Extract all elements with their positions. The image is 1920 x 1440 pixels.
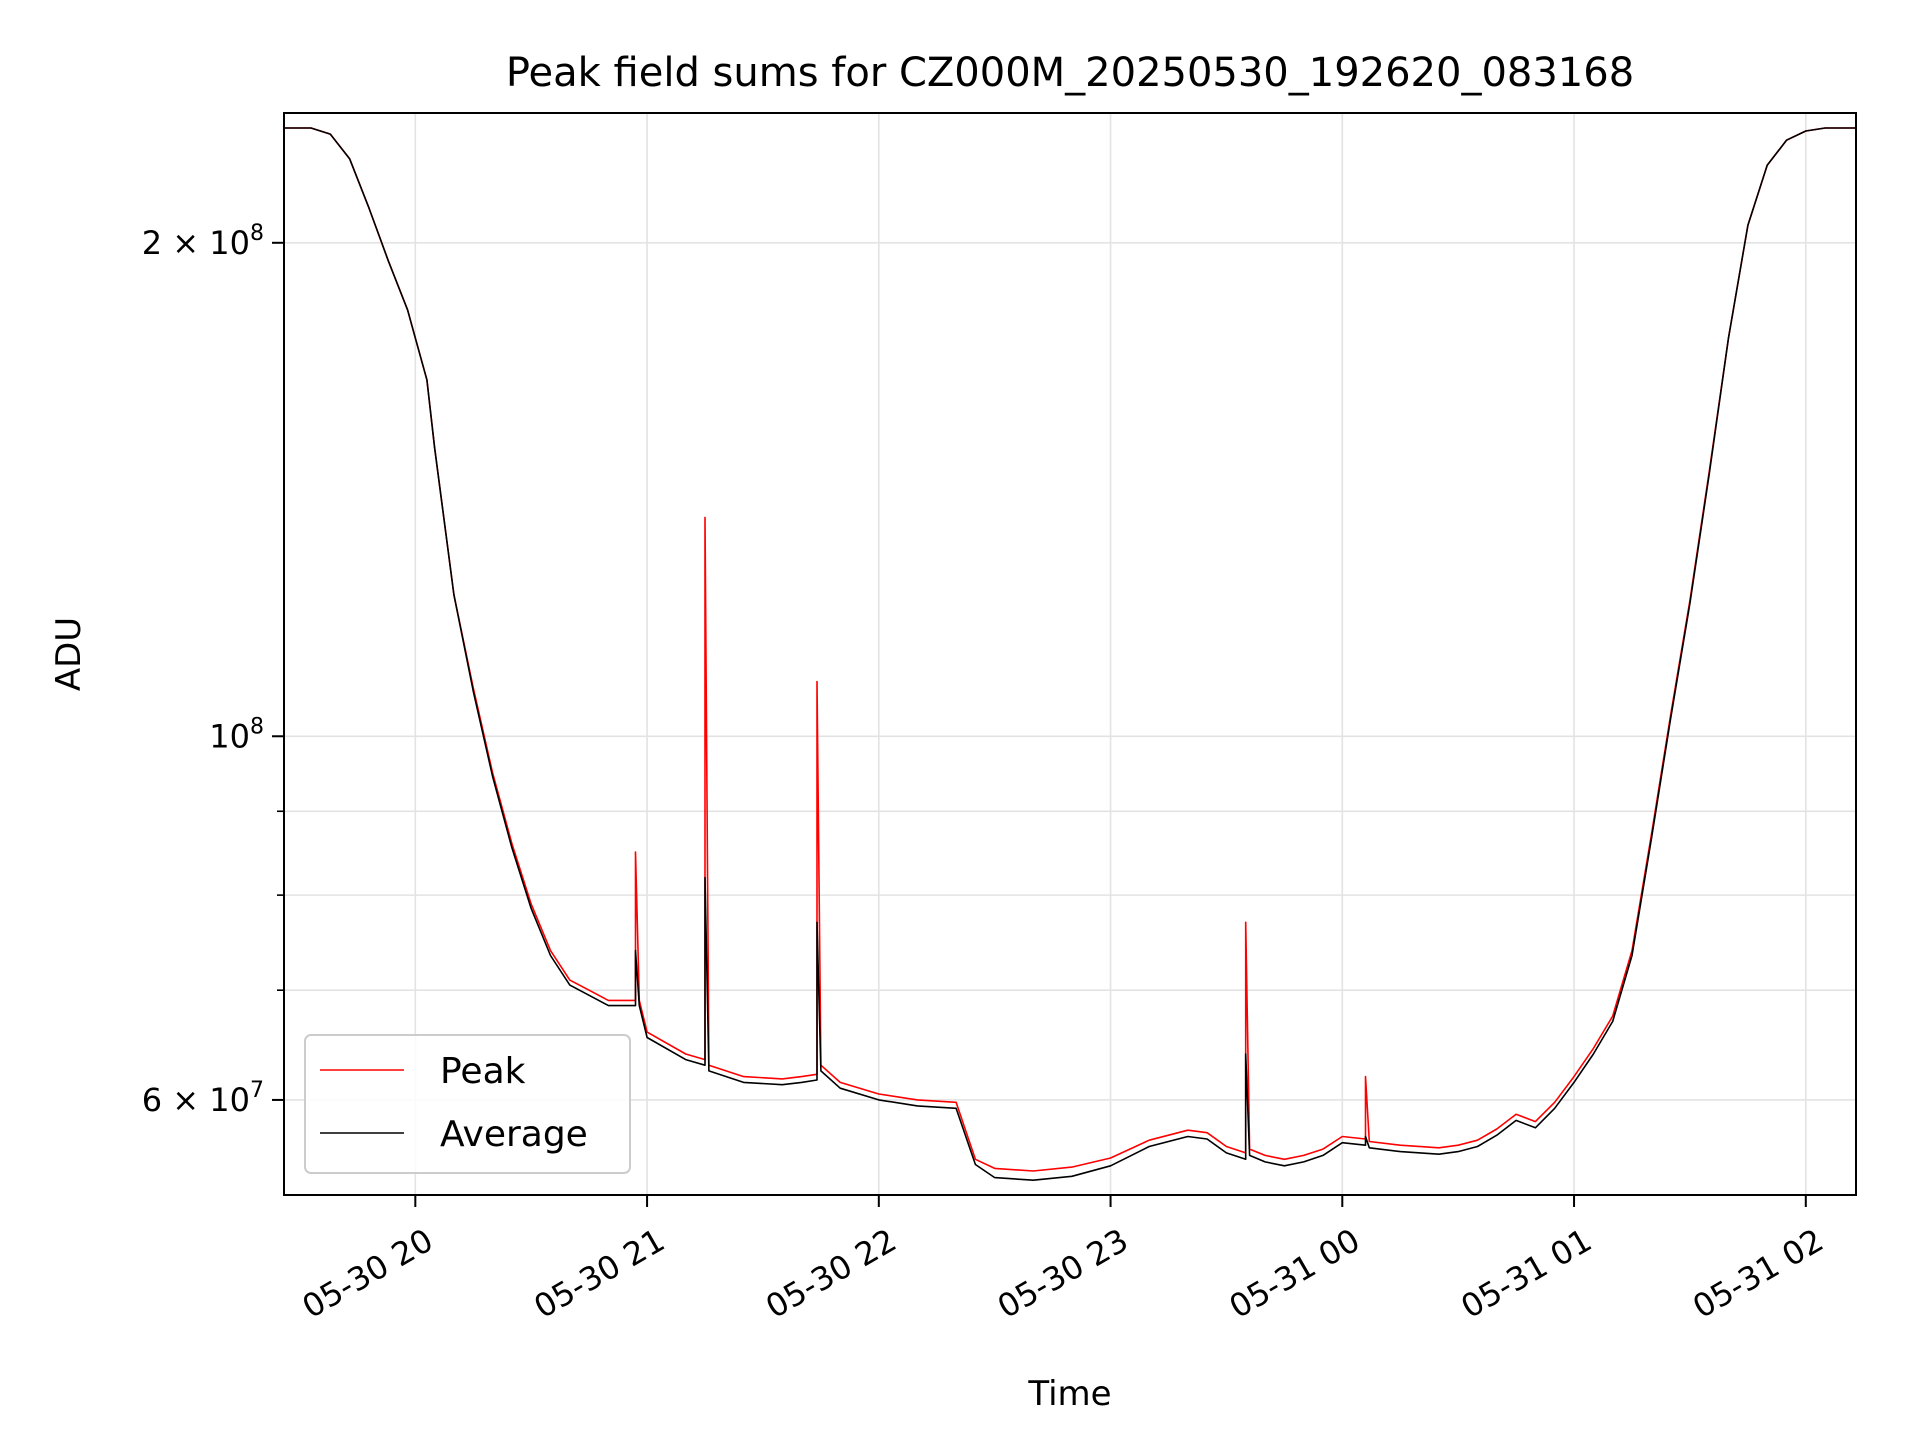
y-axis-label: ADU [49, 617, 89, 691]
x-axis-label: Time [1027, 1374, 1111, 1414]
legend: Peak Average [304, 1034, 631, 1174]
y-tick-label: 2 × 108 [142, 221, 264, 262]
series-line-average [284, 127, 1856, 1181]
y-tick-label: 108 [209, 714, 264, 755]
plot-area-frame [283, 112, 1857, 1196]
grid-lines [284, 113, 1856, 1195]
legend-label-average: Average [440, 1114, 588, 1155]
y-tick-label: 6 × 107 [142, 1078, 264, 1119]
legend-label-peak: Peak [440, 1051, 526, 1092]
plot-series [284, 127, 1856, 1181]
y-axis: 2 × 108 108 6 × 107 [142, 221, 284, 1119]
chart-title: Peak field sums for CZ000M_20250530_1926… [506, 50, 1634, 96]
series-line-peak [284, 127, 1856, 1172]
